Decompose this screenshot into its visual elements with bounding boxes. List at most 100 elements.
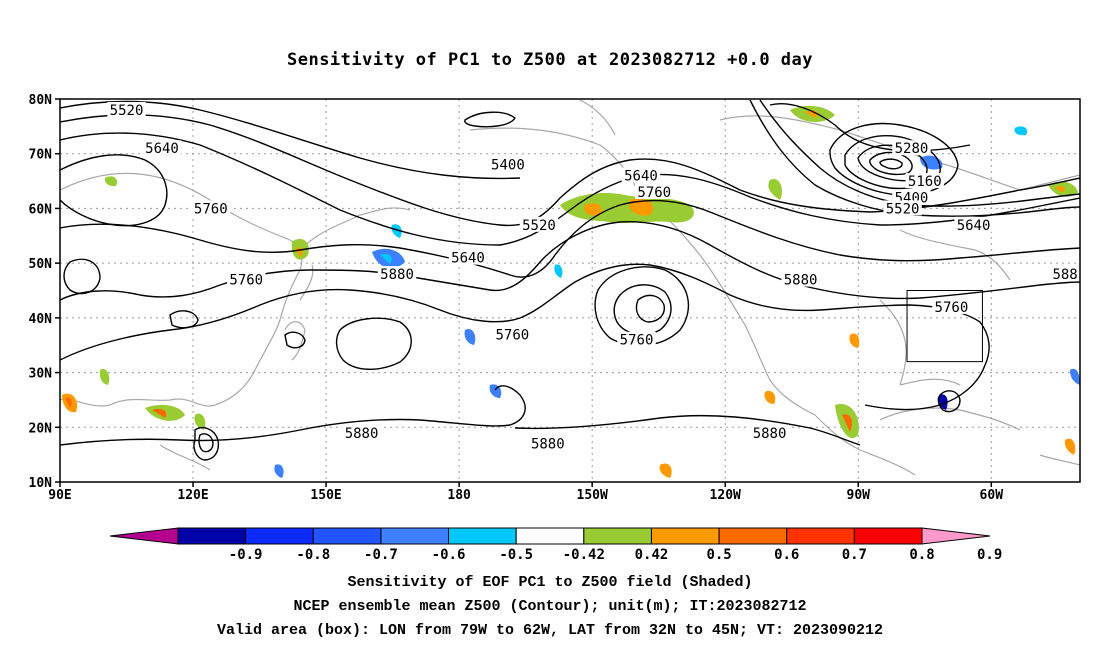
contour-label-bg [954, 216, 993, 232]
contour-label-bg [1050, 266, 1080, 282]
lon-label: 90E [48, 488, 71, 503]
sensitivity-shading [62, 105, 1080, 478]
colorbar-segment [718, 527, 788, 545]
contour-label: 5640 [957, 218, 991, 234]
caption-line-3: Valid area (box): LON from 79W to 62W, L… [216, 622, 884, 639]
contour-label-bg [781, 271, 820, 287]
colorbar-label: -0.9 [229, 547, 263, 563]
colorbar-label: 0.8 [909, 547, 934, 563]
contour-label-bg [191, 200, 230, 216]
lat-label: 20N [29, 421, 53, 436]
colorbar-low-triangle [109, 527, 179, 545]
lat-label: 70N [29, 148, 53, 163]
contour-label: 5640 [451, 251, 485, 267]
longitude-labels: 90E 120E 150E 180 150W 120W 90W 60W [48, 482, 1003, 503]
contour-label-bg [448, 249, 488, 265]
contour-label: 588 [1052, 267, 1077, 283]
colorbar-label: 0.7 [842, 547, 867, 563]
colorbar-label: 0.9 [977, 547, 1002, 563]
colorbar-segment [650, 527, 720, 545]
contour-label: 5880 [380, 267, 414, 283]
contour-label: 5880 [345, 426, 379, 442]
contour-label-bg [932, 298, 971, 314]
contour-label-bg [342, 424, 381, 440]
colorbar-label: -0.6 [432, 547, 466, 563]
contour-label: 5520 [886, 201, 920, 217]
colorbar-labels: -0.9 -0.8 -0.7 -0.6 -0.5 -0.42 0.42 0.5 0.6 0.7 0.… [229, 547, 1003, 563]
lon-label: 150W [577, 488, 608, 503]
contour-label-bg [635, 184, 674, 200]
contour-label: 5760 [194, 201, 228, 217]
colorbar-segment [515, 527, 585, 545]
contour-label-bg [617, 331, 656, 347]
lat-label: 10N [29, 476, 53, 491]
colorbar-segment [380, 527, 450, 545]
colorbar-segment [177, 527, 247, 545]
latitude-labels: 80N 70N 60N 50N 40N 30N 20N 10N [29, 93, 60, 491]
contour-label-bg [892, 140, 931, 156]
lon-label: 60W [980, 488, 1004, 503]
contour-label-bg [621, 167, 661, 183]
caption-line-2: NCEP ensemble mean Z500 (Contour); unit(… [293, 598, 807, 615]
contour-label: 5760 [229, 273, 263, 289]
z500-contours [60, 99, 1080, 461]
contour-label: 5880 [784, 273, 818, 289]
contour-label: 5640 [624, 169, 658, 185]
colorbar-label: 0.42 [635, 547, 669, 563]
caption-line-1: Sensitivity of EOF PC1 to Z500 field (Sh… [347, 574, 753, 591]
colorbar-label: -0.42 [563, 547, 605, 563]
contour-label: 5400 [895, 190, 929, 206]
lon-label: 180 [447, 488, 471, 503]
colorbar-label: 0.5 [706, 547, 731, 563]
lat-label: 50N [29, 257, 53, 272]
chart-title: Sensitivity of PC1 to Z500 at 2023082712… [286, 50, 813, 70]
colorbar-label: -0.5 [499, 547, 533, 563]
contour-label-bg [107, 101, 146, 117]
colorbar-segment [583, 527, 652, 545]
contour-label-bg [905, 173, 944, 189]
contour-label: 5400 [491, 158, 525, 174]
contour-label: 5520 [522, 218, 556, 234]
colorbar-label: 0.6 [774, 547, 799, 563]
contour-label: 5760 [620, 333, 654, 349]
contour-label: 5280 [895, 141, 929, 157]
contour-labels: 5520564054005280516054005520564057605640… [107, 101, 1080, 453]
coastline-layer [60, 99, 1080, 476]
colorbar-high-triangle [921, 527, 991, 545]
colorbar-segment [312, 527, 382, 545]
contour-label-bg [528, 435, 568, 451]
colorbar-segment [853, 527, 923, 545]
contour-label-bg [883, 200, 922, 216]
lat-label: 80N [29, 93, 53, 108]
colorbar [109, 527, 991, 545]
contour-label: 5760 [935, 300, 969, 316]
valid-area-box [906, 290, 983, 363]
map-frame [59, 98, 1081, 483]
colorbar-segment [448, 527, 517, 545]
contour-label-bg [142, 140, 182, 156]
lon-label: 120W [710, 488, 741, 503]
colorbar-label: -0.8 [296, 547, 330, 563]
colorbar-segment [786, 527, 855, 545]
contour-label-bg [377, 266, 417, 282]
contour-label: 5880 [531, 437, 565, 453]
contour-label-bg [488, 156, 528, 172]
lat-label: 30N [29, 367, 53, 382]
contour-label: 5640 [145, 141, 179, 157]
contour-label: 5760 [637, 185, 671, 201]
colorbar-segment [245, 527, 314, 545]
lon-label: 150E [310, 488, 341, 503]
lon-label: 90W [847, 488, 871, 503]
lon-label: 120E [177, 488, 208, 503]
graticule [60, 99, 1080, 482]
lat-label: 60N [29, 202, 53, 217]
contour-label: 5520 [110, 103, 144, 119]
contour-label-bg [519, 216, 559, 232]
lat-label: 40N [29, 312, 53, 327]
colorbar-label: -0.7 [364, 547, 398, 563]
contour-label: 5760 [495, 327, 529, 343]
contour-label-bg [493, 326, 532, 342]
contour-label-bg [892, 189, 931, 205]
contour-label-bg [227, 271, 266, 287]
